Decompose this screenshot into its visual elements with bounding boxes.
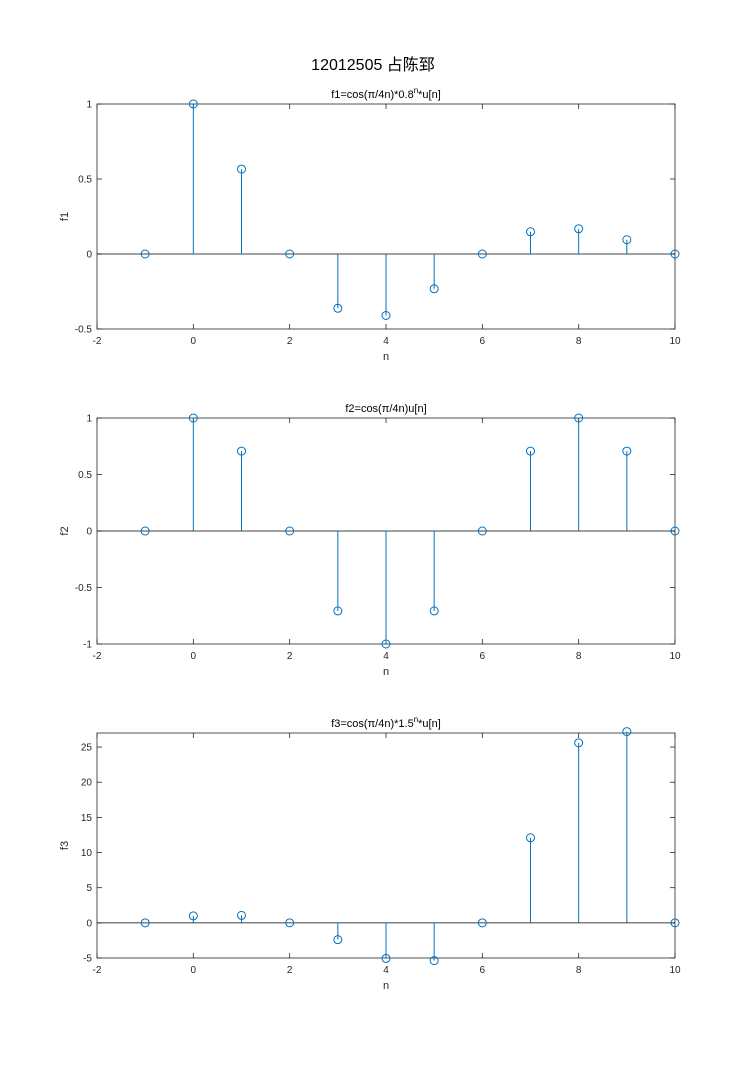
stem-marker bbox=[622, 727, 632, 737]
stem-marker bbox=[574, 738, 584, 748]
stem-marker bbox=[526, 833, 535, 843]
stem-marker bbox=[285, 918, 295, 928]
y-tick-label: 0.5 bbox=[78, 175, 92, 186]
stem-marker bbox=[477, 526, 487, 536]
stem-marker bbox=[526, 227, 535, 237]
x-tick-label: 10 bbox=[669, 336, 681, 347]
stem-marker bbox=[670, 526, 680, 536]
x-axis-label: n bbox=[383, 980, 389, 992]
y-tick-label: 15 bbox=[81, 813, 93, 824]
stem-marker bbox=[333, 606, 343, 616]
stem-marker bbox=[237, 446, 246, 456]
x-axis-label: n bbox=[383, 666, 389, 678]
subplots: -2 0 2 4 6 8 10-0.500.51f1=cos(π/4n)*0.8n*u[n]… bbox=[59, 86, 681, 992]
x-tick-label: 4 bbox=[383, 965, 389, 976]
stem-marker bbox=[622, 235, 632, 245]
y-tick-label: 1 bbox=[86, 100, 92, 111]
x-tick-label: 6 bbox=[480, 651, 486, 662]
y-tick-label: -0.5 bbox=[75, 583, 93, 594]
x-tick-label: -2 bbox=[93, 336, 102, 347]
x-tick-label: 2 bbox=[287, 336, 293, 347]
x-axis-label: n bbox=[383, 351, 389, 363]
subplot-2: -2 0 2 4 6 8 10 -1 -0.5 0 0.5 1 f2=cos(π/4n)u[n] n f2 bbox=[59, 403, 681, 678]
x-tick-label: 4 bbox=[383, 336, 389, 347]
stem-marker bbox=[140, 526, 150, 536]
x-tick-label: 0 bbox=[191, 651, 197, 662]
x-tick-label: 8 bbox=[576, 336, 582, 347]
x-tick-label: 8 bbox=[576, 965, 582, 976]
y-axis-label: f1 bbox=[59, 212, 71, 221]
stem-marker bbox=[333, 935, 343, 945]
stem-marker bbox=[477, 249, 487, 259]
stem-marker bbox=[188, 413, 198, 423]
x-tick-label: 4 bbox=[383, 651, 389, 662]
y-tick-label: 0 bbox=[86, 918, 92, 929]
subplot-3: -2 0 2 4 6 8 10 -5 0 5 10 15 20 25 f3=cos(π/4n)*1.5n*u… bbox=[59, 715, 681, 992]
stem-marker bbox=[477, 918, 487, 928]
stem-marker bbox=[429, 284, 439, 294]
stem-marker bbox=[140, 918, 150, 928]
stem-marker bbox=[622, 446, 632, 456]
stem-marker bbox=[237, 164, 246, 174]
stem-marker bbox=[381, 639, 391, 649]
x-tick-label: 6 bbox=[480, 336, 486, 347]
subplot-title: f3=cos(π/4n)*1.5n*u[n] bbox=[331, 715, 441, 730]
stem-marker bbox=[574, 413, 584, 423]
y-tick-label: 1 bbox=[86, 414, 92, 425]
x-tick-label: 10 bbox=[669, 651, 681, 662]
y-axis-label: f3 bbox=[59, 841, 71, 850]
stem-marker bbox=[574, 224, 584, 234]
stem-marker bbox=[670, 249, 680, 259]
y-tick-label: 10 bbox=[81, 848, 93, 859]
x-tick-label: 10 bbox=[669, 965, 681, 976]
stem-marker bbox=[381, 311, 391, 320]
x-tick-label: -2 bbox=[93, 651, 102, 662]
y-tick-label: -5 bbox=[83, 954, 92, 965]
stem-marker bbox=[381, 953, 391, 963]
subplot-title: f2=cos(π/4n)u[n] bbox=[345, 403, 426, 415]
stem-marker bbox=[237, 910, 246, 920]
x-tick-label: 2 bbox=[287, 965, 293, 976]
stem-marker bbox=[140, 249, 150, 259]
stem-marker bbox=[188, 911, 198, 921]
y-tick-label: -0.5 bbox=[75, 325, 93, 336]
x-tick-label: 0 bbox=[191, 965, 197, 976]
x-tick-label: 2 bbox=[287, 651, 293, 662]
y-tick-label: 5 bbox=[86, 883, 92, 894]
stem-marker bbox=[333, 303, 343, 313]
y-tick-label: 0.5 bbox=[78, 470, 92, 481]
x-tick-label: -2 bbox=[93, 965, 102, 976]
x-tick-label: 8 bbox=[576, 651, 582, 662]
figure-title: 12012505 占陈郅 bbox=[311, 56, 435, 74]
stem-marker bbox=[526, 446, 535, 456]
y-tick-label: 0 bbox=[86, 250, 92, 261]
x-tick-label: 6 bbox=[480, 965, 486, 976]
subplot-1: -2 0 2 4 6 8 10 -0.5 0 0.5 1 f1=cos(π/4n)*0.8n*u[n]… bbox=[59, 86, 681, 363]
y-tick-label: 0 bbox=[86, 527, 92, 538]
stem-marker bbox=[429, 956, 439, 966]
y-axis-label: f2 bbox=[59, 526, 71, 535]
stem-marker bbox=[429, 606, 439, 616]
stem-marker bbox=[188, 99, 198, 109]
x-tick-label: 0 bbox=[191, 336, 197, 347]
stem-marker bbox=[285, 526, 295, 536]
stem-marker bbox=[285, 249, 295, 259]
y-tick-label: 25 bbox=[81, 743, 93, 754]
y-tick-label: 20 bbox=[81, 778, 93, 789]
stem-marker bbox=[670, 918, 680, 928]
subplot-title: f1=cos(π/4n)*0.8n*u[n] bbox=[331, 86, 441, 101]
y-tick-label: -1 bbox=[83, 640, 92, 651]
